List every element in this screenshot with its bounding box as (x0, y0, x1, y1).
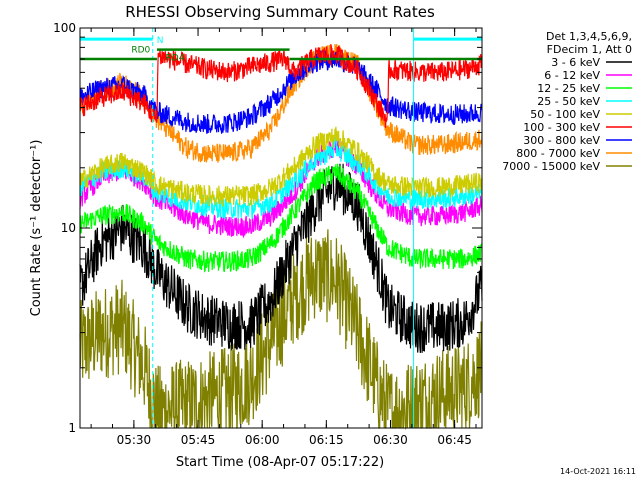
series-line (79, 136, 483, 220)
series-line (79, 44, 483, 128)
x-tick-label: 06:15 (309, 433, 344, 447)
x-tick-label: 06:30 (373, 433, 408, 447)
y-tick-label: 10 (61, 221, 76, 235)
legend-label: 3 - 6 keV (551, 56, 600, 69)
x-tick-label: 06:00 (245, 433, 280, 447)
chart-title: RHESSI Observing Summary Count Rates (125, 3, 435, 21)
legend-label: 25 - 50 keV (537, 95, 600, 108)
legend: Det 1,3,4,5,6,9,FDecim 1, Att 03 - 6 keV… (502, 30, 632, 173)
x-tick-label: 05:30 (117, 433, 152, 447)
series-line (79, 50, 483, 134)
decimation-label: RD0 (131, 46, 150, 56)
legend-label: 50 - 100 keV (530, 108, 600, 121)
series-line (79, 229, 483, 431)
y-tick-label: 1 (68, 421, 76, 435)
axis-layer: 05:30 05:45 06:00 06:15 06:30 06:45 1 10 100 (53, 21, 482, 447)
series-line (79, 163, 483, 353)
legend-header: FDecim 1, Att 0 (547, 43, 632, 56)
legend-label: 800 - 7000 keV (516, 147, 600, 160)
legend-header: Det 1,3,4,5,6,9, (546, 30, 632, 43)
decimation-label: RD4 (166, 54, 185, 64)
y-tick-label: 100 (53, 21, 76, 35)
legend-label: 12 - 25 keV (537, 82, 600, 95)
timestamp: 14-Oct-2021 16:11 (560, 467, 636, 476)
series-line (79, 126, 483, 208)
legend-label: 6 - 12 keV (544, 69, 600, 82)
attenuator-label: N (157, 36, 164, 46)
series-line (79, 163, 483, 273)
x-tick-label: 05:45 (181, 433, 216, 447)
x-tick-label: 06:45 (437, 433, 472, 447)
legend-label: 300 - 800 keV (523, 134, 600, 147)
series-layer (79, 43, 483, 431)
legend-label: 100 - 300 keV (523, 121, 600, 134)
y-axis-label: Count Rate (s⁻¹ detector⁻¹) (29, 140, 44, 317)
legend-label: 7000 - 15000 keV (502, 160, 600, 173)
x-axis-label: Start Time (08-Apr-07 05:17:22) (176, 455, 384, 470)
